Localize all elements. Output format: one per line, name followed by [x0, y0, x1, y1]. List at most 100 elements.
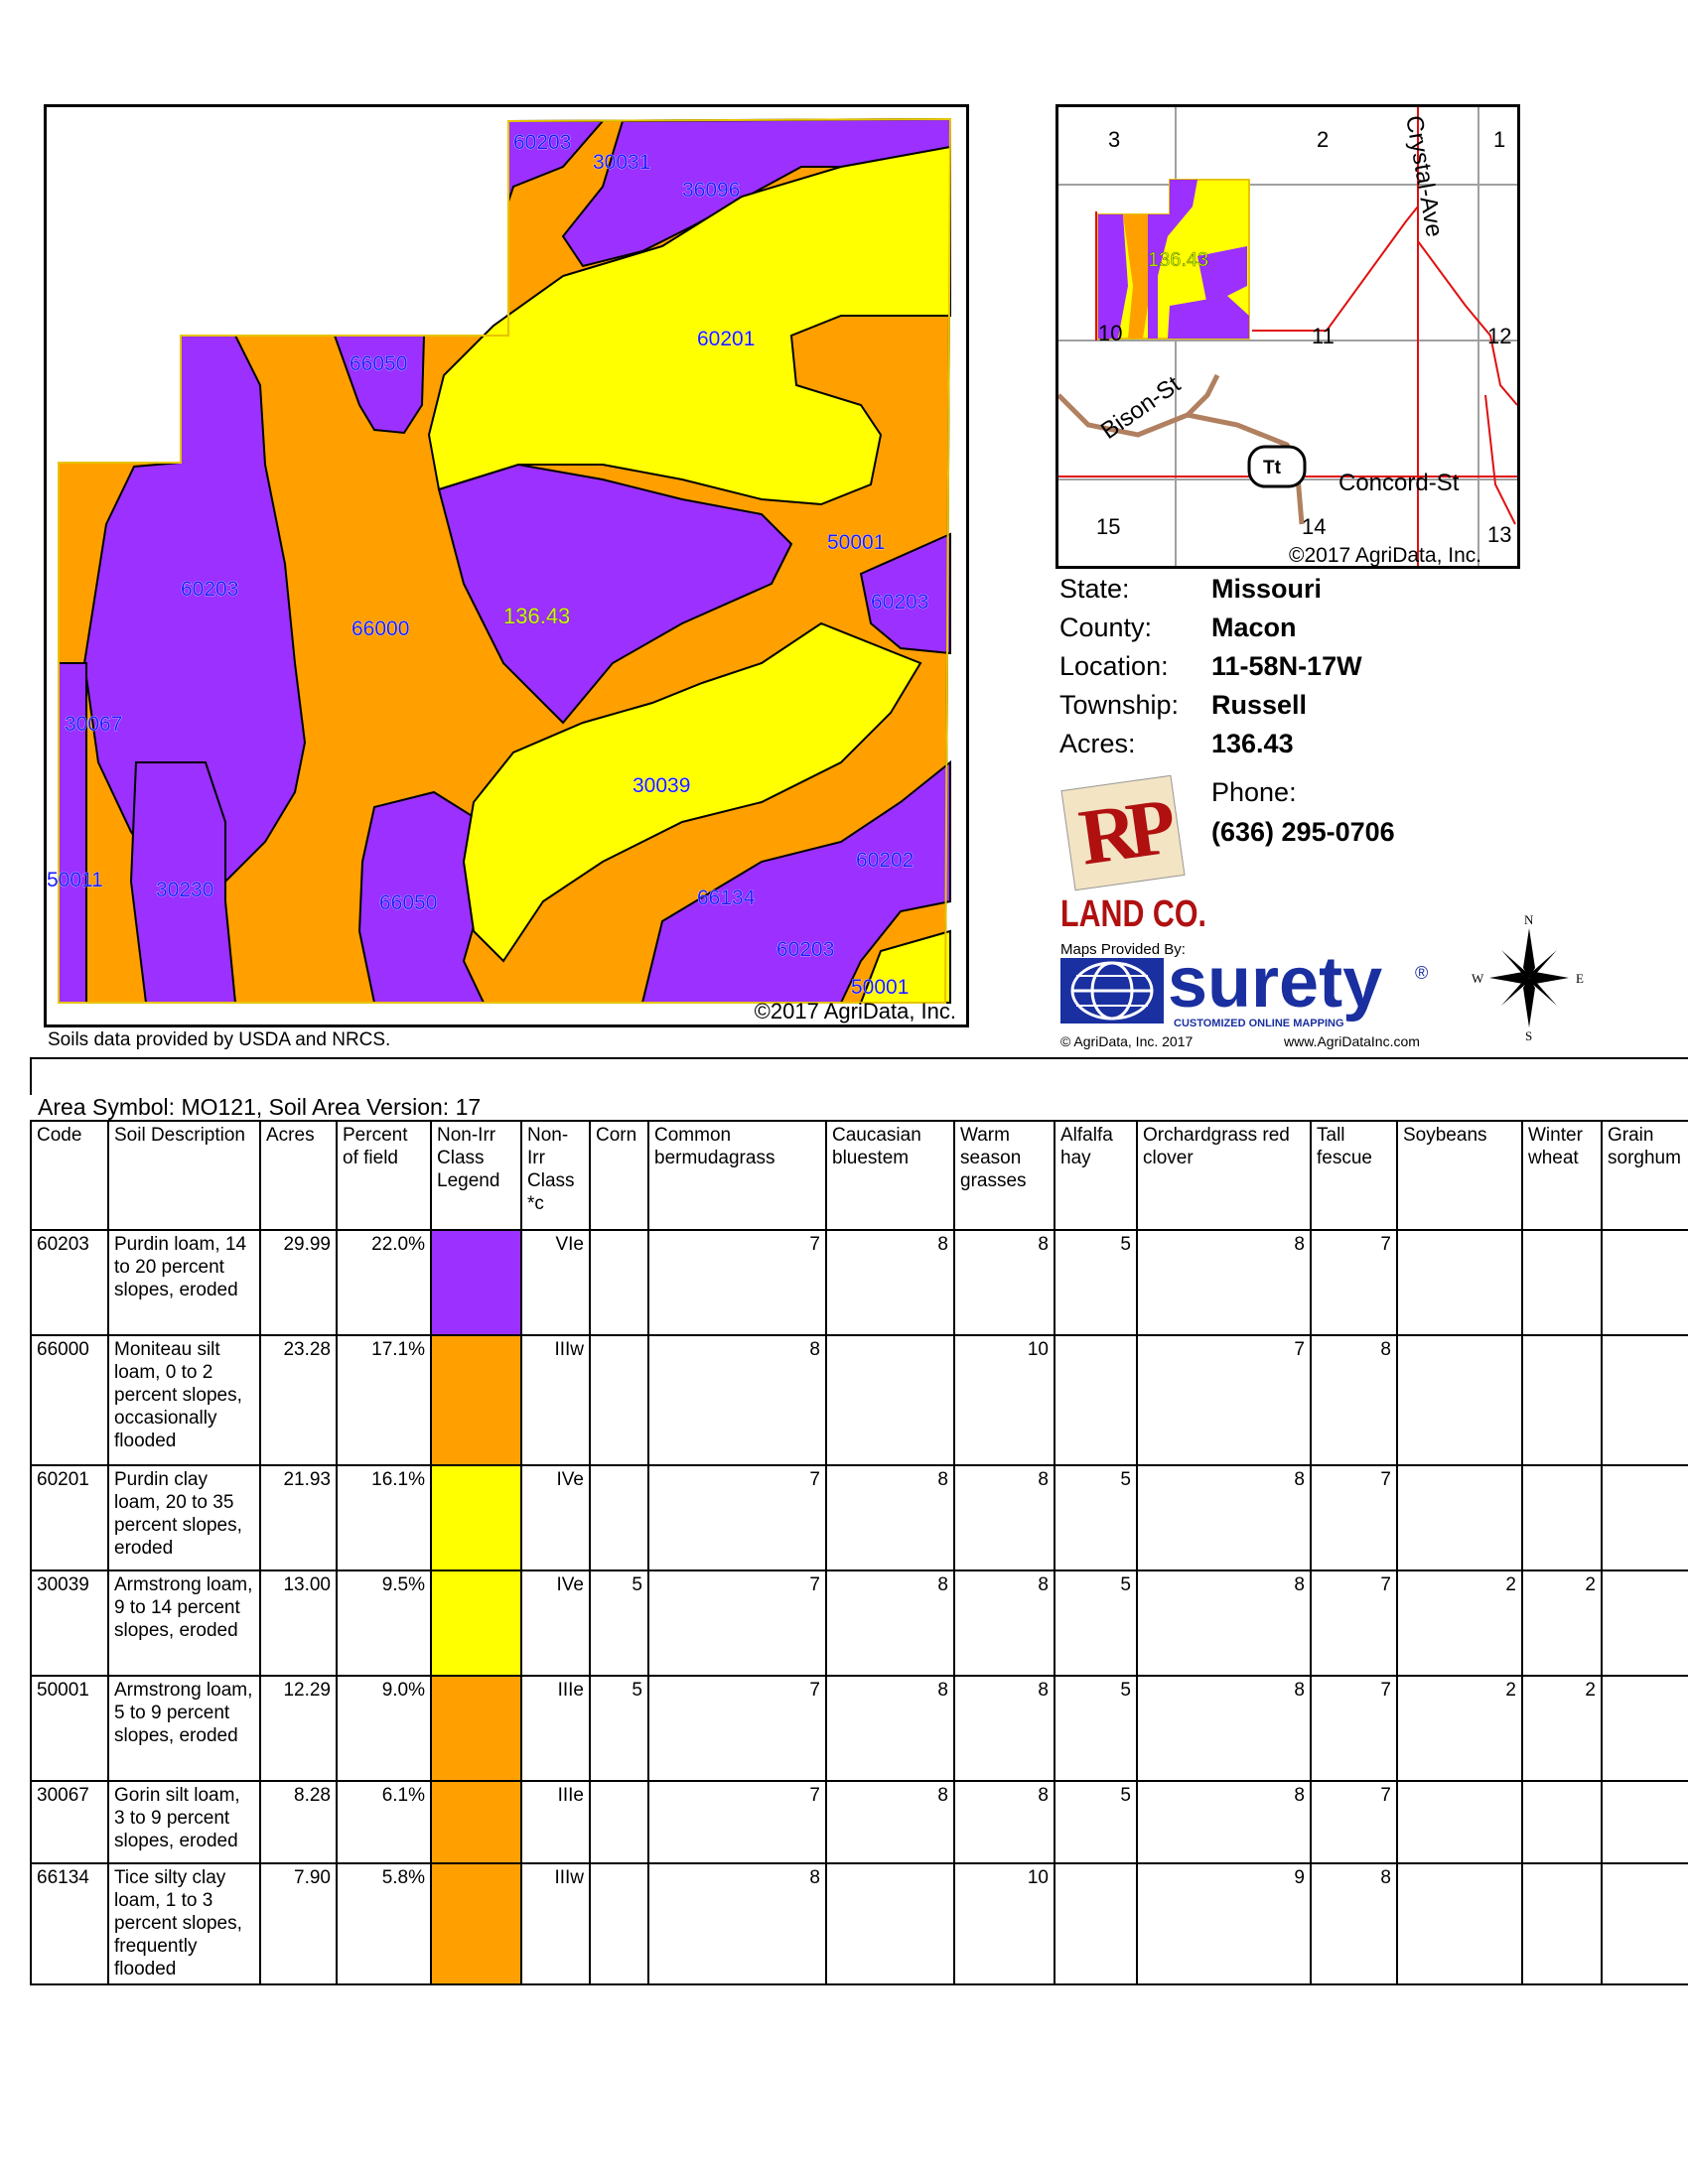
header-grain-sorghum: Grain sorghum: [1601, 1120, 1688, 1231]
compass-e: E: [1576, 971, 1584, 986]
soil-label: 60203: [776, 938, 834, 961]
cell-class-swatch: [430, 1334, 522, 1466]
cell-tall-fescue: 7: [1310, 1229, 1398, 1336]
rp-logo-letters: RP: [1073, 783, 1173, 883]
soil-label: 30067: [65, 713, 122, 736]
table-caption: Area Symbol: MO121, Soil Area Version: 1…: [38, 1094, 482, 1120]
header-soybeans: Soybeans: [1396, 1120, 1523, 1231]
section-number: 3: [1108, 127, 1120, 152]
surety-registered: ®: [1415, 963, 1429, 983]
cell-grain-sorghum: [1601, 1675, 1688, 1782]
soil-data-table: Code Soil Description Acres Percent of f…: [30, 1120, 1688, 1985]
soil-region-purple-center: [437, 463, 793, 725]
cell-tall-fescue: 7: [1310, 1675, 1398, 1782]
cell-acres: 23.28: [259, 1334, 338, 1466]
cell-class: IVe: [520, 1570, 591, 1677]
cell-code: 66134: [30, 1862, 109, 1985]
cell-orchardgrass: 8: [1136, 1675, 1312, 1782]
soil-label: 66000: [352, 617, 409, 640]
cell-orchardgrass: 8: [1136, 1464, 1312, 1571]
maps-provided-label: Maps Provided By:: [1060, 941, 1186, 958]
field-outline: [58, 117, 952, 1004]
cell-bluestem: 8: [825, 1570, 955, 1677]
cell-soybeans: [1396, 1229, 1523, 1336]
header-class: Non-Irr Class *c: [520, 1120, 591, 1231]
state-value: Missouri: [1211, 574, 1323, 604]
cell-code: 66000: [30, 1334, 109, 1466]
location-label: Location:: [1059, 651, 1169, 681]
cell-warm-season: 8: [953, 1780, 1055, 1864]
soil-label: 60203: [513, 131, 571, 154]
cell-winter-wheat: [1521, 1464, 1603, 1571]
cell-grain-sorghum: [1601, 1464, 1688, 1571]
header-tall-fescue: Tall fescue: [1310, 1120, 1398, 1231]
cell-class: IIIw: [520, 1862, 591, 1985]
header-warm-season: Warm season grasses: [953, 1120, 1055, 1231]
soil-label: 66050: [379, 891, 437, 914]
compass-n: N: [1524, 913, 1534, 927]
soils-caption: Soils data provided by USDA and NRCS.: [48, 1029, 391, 1050]
cell-class: IVe: [520, 1464, 591, 1571]
cell-winter-wheat: [1521, 1780, 1603, 1864]
cell-soybeans: 2: [1396, 1570, 1523, 1677]
cell-code: 30067: [30, 1780, 109, 1864]
cell-class-swatch: [430, 1570, 522, 1677]
soil-label: 50001: [851, 976, 909, 999]
compass-rose-icon: N E S W: [1470, 912, 1589, 1043]
cell-orchardgrass: 7: [1136, 1334, 1312, 1466]
cell-winter-wheat: [1521, 1862, 1603, 1985]
soil-region-yellow-50001: [859, 929, 951, 1004]
cell-acres: 21.93: [259, 1464, 338, 1571]
location-value: 11-58N-17W: [1211, 651, 1362, 681]
section-number: 15: [1096, 514, 1120, 539]
cell-description: Purdin loam, 14 to 20 percent slopes, er…: [107, 1229, 261, 1336]
table-row: 30039 Armstrong loam, 9 to 14 percent sl…: [30, 1570, 1688, 1677]
cell-soybeans: 2: [1396, 1675, 1523, 1782]
header-winter-wheat: Winter wheat: [1521, 1120, 1603, 1231]
compass-s: S: [1525, 1028, 1532, 1042]
surety-globe-icon: [1060, 958, 1164, 1024]
cell-bluestem: [825, 1862, 955, 1985]
cell-bermudagrass: 8: [647, 1334, 827, 1466]
section-number: 11: [1312, 324, 1335, 348]
cell-orchardgrass: 9: [1136, 1862, 1312, 1985]
cell-percent: 6.1%: [336, 1780, 432, 1864]
soil-label: 60203: [871, 591, 928, 614]
cell-grain-sorghum: [1601, 1334, 1688, 1466]
cell-bermudagrass: 7: [647, 1675, 827, 1782]
table-row: 66000 Moniteau silt loam, 0 to 2 percent…: [30, 1334, 1688, 1466]
cell-description: Purdin clay loam, 20 to 35 percent slope…: [107, 1464, 261, 1571]
cell-alfalfa: 5: [1054, 1780, 1138, 1864]
cell-tall-fescue: 8: [1310, 1334, 1398, 1466]
agridata-copyright: © AgriData, Inc. 2017: [1060, 1033, 1194, 1049]
cell-bermudagrass: 7: [647, 1229, 827, 1336]
soil-region-yellow-30039: [462, 621, 922, 963]
cell-code: 30039: [30, 1570, 109, 1677]
rp-logo: RP: [1060, 774, 1186, 891]
cell-alfalfa: 5: [1054, 1570, 1138, 1677]
cell-class: IIIw: [520, 1334, 591, 1466]
section-number: 2: [1317, 127, 1329, 152]
cell-corn: [589, 1229, 649, 1336]
cell-soybeans: [1396, 1464, 1523, 1571]
cell-description: Tice silty clay loam, 1 to 3 percent slo…: [107, 1862, 261, 1985]
cell-class-swatch: [430, 1862, 522, 1985]
cell-corn: [589, 1780, 649, 1864]
soil-label: 60201: [697, 328, 755, 350]
township-label: Township:: [1059, 690, 1180, 720]
cell-acres: 13.00: [259, 1570, 338, 1677]
cell-alfalfa: [1054, 1334, 1138, 1466]
soil-label: 30031: [593, 151, 650, 174]
soil-region-purple-30230: [129, 761, 237, 1004]
field-acres-label: 136.43: [503, 604, 570, 628]
cell-acres: 7.90: [259, 1862, 338, 1985]
cell-bermudagrass: 7: [647, 1464, 827, 1571]
cell-bermudagrass: 8: [647, 1862, 827, 1985]
cell-percent: 16.1%: [336, 1464, 432, 1571]
cell-bluestem: 8: [825, 1675, 955, 1782]
cell-description: Moniteau silt loam, 0 to 2 percent slope…: [107, 1334, 261, 1466]
soil-label: 66050: [350, 352, 407, 375]
soil-label: 36096: [682, 179, 740, 202]
cell-warm-season: 8: [953, 1570, 1055, 1677]
compass-w: W: [1472, 971, 1484, 986]
